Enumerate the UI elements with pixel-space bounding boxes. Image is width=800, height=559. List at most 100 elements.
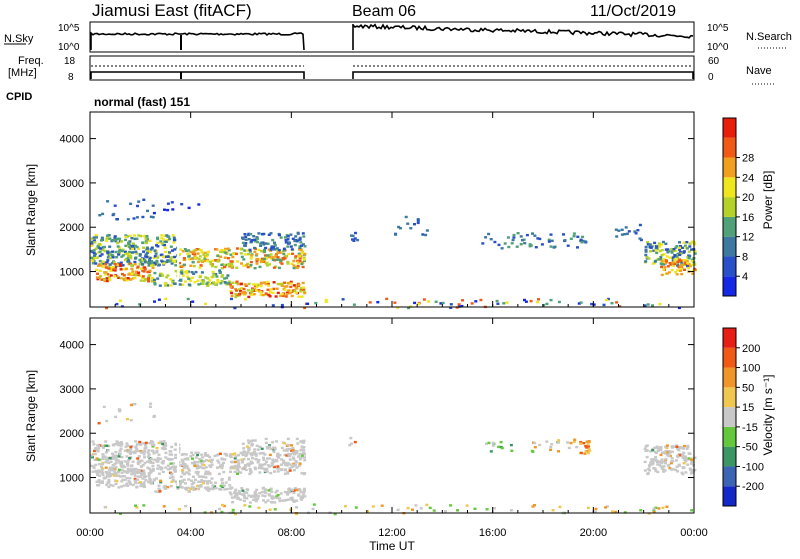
velocity-cell	[295, 437, 299, 441]
power-cell	[671, 264, 675, 268]
power-cell	[396, 306, 400, 309]
power-cell	[142, 270, 146, 273]
power-cell	[267, 248, 271, 251]
power-cell	[186, 297, 190, 301]
velocity-cell	[278, 499, 282, 503]
velocity-cell	[155, 447, 159, 450]
colorbar-segment	[723, 426, 736, 447]
velocity-cell	[582, 442, 586, 445]
velocity-cell	[151, 445, 155, 448]
power-cell	[673, 259, 677, 262]
velocity-cell	[247, 447, 251, 451]
power-cell	[505, 301, 509, 304]
power-cell	[170, 262, 174, 265]
power-cell	[223, 265, 226, 269]
power-cell	[666, 265, 670, 268]
velocity-cell	[245, 445, 249, 448]
power-cell	[147, 280, 150, 283]
power-cell	[280, 284, 284, 287]
power-cell	[655, 251, 659, 255]
power-cell	[286, 282, 290, 285]
velocity-cell	[135, 506, 139, 509]
power-cell	[192, 272, 196, 275]
power-cell	[292, 259, 296, 263]
velocity-cell	[675, 465, 679, 468]
velocity-cell	[209, 481, 213, 484]
power-cell	[121, 248, 125, 251]
velocity-cell	[187, 490, 191, 493]
velocity-cell	[655, 445, 659, 448]
colorbar-tick-label: 15	[742, 402, 754, 414]
power-cell	[646, 303, 650, 306]
power-cell	[688, 245, 692, 248]
power-cell	[545, 302, 549, 306]
velocity-cell	[299, 456, 303, 460]
velocity-cell	[142, 484, 146, 488]
power-cell	[259, 260, 263, 263]
velocity-cell	[557, 441, 560, 444]
velocity-cell	[295, 466, 299, 469]
velocity-cell	[130, 464, 134, 467]
velocity-cell	[200, 478, 204, 482]
power-cell	[97, 264, 100, 267]
power-cell	[199, 264, 203, 267]
power-cell	[118, 299, 122, 302]
velocity-cell	[292, 453, 296, 456]
velocity-cell	[104, 440, 108, 443]
velocity-cell	[264, 491, 268, 495]
velocity-cell	[123, 475, 127, 478]
power-cell	[185, 272, 189, 275]
velocity-cell	[266, 457, 269, 460]
power-cell	[239, 252, 243, 255]
velocity-cell	[243, 451, 247, 454]
velocity-cell	[549, 445, 553, 449]
power-cell	[686, 261, 690, 265]
power-cell	[292, 284, 296, 287]
velocity-cell	[682, 444, 686, 448]
velocity-cell	[258, 452, 262, 455]
nsky-trace-segment	[352, 23, 694, 50]
power-cell	[652, 249, 656, 252]
power-cell	[197, 283, 201, 286]
power-cell	[507, 245, 511, 249]
freq-trace-segment	[90, 71, 305, 79]
velocity-cell	[264, 437, 268, 441]
velocity-cell	[295, 450, 299, 453]
power-cell	[260, 241, 264, 244]
power-cell	[636, 229, 640, 232]
power-cell	[572, 235, 576, 238]
power-cell	[146, 278, 150, 281]
velocity-cell	[126, 484, 130, 487]
power-cell	[693, 252, 697, 255]
velocity-cell	[234, 512, 238, 516]
velocity-cell	[288, 491, 292, 494]
power-cell	[460, 304, 464, 308]
power-cell	[148, 250, 152, 254]
power-cell	[252, 235, 256, 238]
velocity-cell	[104, 466, 108, 469]
velocity-cell	[221, 485, 225, 489]
velocity-cell	[297, 455, 301, 458]
power-cell	[493, 240, 497, 244]
power-cell	[515, 245, 519, 248]
velocity-cell	[213, 485, 217, 488]
velocity-cell	[658, 463, 661, 467]
velocity-cell	[243, 491, 247, 494]
power-cell	[397, 225, 401, 229]
velocity-cell	[250, 454, 254, 457]
power-cell	[106, 256, 110, 259]
velocity-cell	[249, 469, 253, 473]
velocity-colorbar-label: Velocity [m s⁻¹]	[761, 374, 775, 455]
velocity-cell	[142, 442, 146, 445]
velocity-cell	[666, 452, 670, 456]
velocity-cell	[654, 506, 658, 509]
velocity-cell	[184, 453, 188, 456]
power-cell	[244, 238, 248, 241]
velocity-cell	[162, 440, 166, 443]
velocity-cell	[654, 458, 658, 461]
power-cell	[260, 257, 264, 260]
power-colorbar-label: Power [dB]	[761, 171, 775, 230]
velocity-cell	[187, 469, 191, 472]
power-cell	[687, 266, 690, 270]
velocity-cell	[406, 506, 410, 510]
